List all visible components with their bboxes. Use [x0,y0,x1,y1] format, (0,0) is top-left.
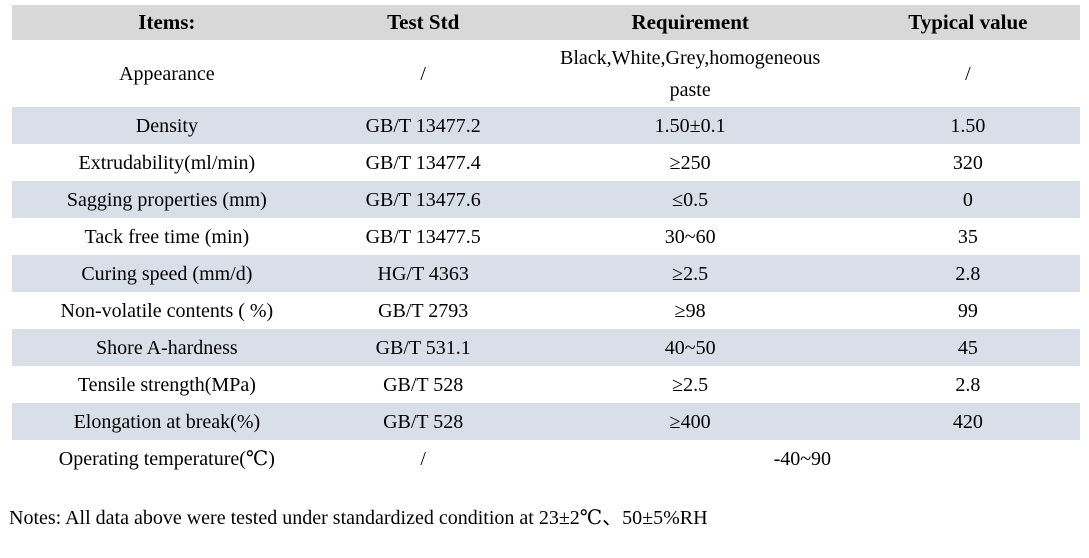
cell-item: Elongation at break(%) [73,410,261,433]
cell-item: Operating temperature(℃) [58,447,275,470]
cell-item: Curing speed (mm/d) [81,262,253,285]
cell-req: 30~60 [664,225,716,248]
table-row: Operating temperature(℃) / -40~90 [12,440,1080,477]
cell-req: ≤0.5 [672,188,709,211]
cell-std: / [420,62,426,85]
cell-std: HG/T 4363 [377,262,469,285]
datasheet-page: Items: Test Std Requirement Typical value A… [0,5,1089,531]
cell-typ: / [965,62,971,85]
cell-req: ≥2.5 [672,262,709,285]
table-row: Appearance / Black,White,Grey,homogeneous … [12,40,1080,107]
cell-typ: 2.8 [955,373,981,396]
table-row: Extrudability(ml/min) GB/T 13477.4 ≥250 320 [12,144,1080,181]
cell-std: GB/T 2793 [378,299,469,322]
cell-item: Shore A-hardness [96,336,238,359]
table-row: Tensile strength(MPa) GB/T 528 ≥2.5 2.8 [12,366,1080,403]
cell-req: ≥98 [674,299,706,322]
column-header-typical-value: Typical value [908,9,1028,34]
cell-req: ≥400 [669,410,711,433]
cell-req: ≥250 [669,151,711,174]
cell-item: Tack free time (min) [84,225,250,248]
cell-std: GB/T 13477.5 [365,225,481,248]
cell-item: Appearance [119,62,215,85]
cell-req: 1.50±0.1 [654,114,726,137]
cell-std: / [420,447,426,470]
table-body: Appearance / Black,White,Grey,homogeneous … [12,40,1080,477]
table-row: Density GB/T 13477.2 1.50±0.1 1.50 [12,107,1080,144]
cell-std: GB/T 13477.6 [365,188,481,211]
table-row: Curing speed (mm/d) HG/T 4363 ≥2.5 2.8 [12,255,1080,292]
spec-table: Items: Test Std Requirement Typical value A… [12,5,1080,477]
cell-item: Extrudability(ml/min) [78,151,256,174]
cell-typ: 2.8 [955,262,981,285]
cell-typ: 0 [962,188,973,211]
cell-item: Sagging properties (mm) [66,188,267,211]
column-header-requirement: Requirement [631,9,749,34]
cell-item: Density [135,114,198,137]
cell-req: 40~50 [664,336,716,359]
cell-typ: 1.50 [950,114,986,137]
cell-std: GB/T 13477.2 [365,114,481,137]
cell-typ: 320 [952,151,983,174]
cell-req: Black,White,Grey,homogeneous paste [560,46,821,101]
cell-typ: 420 [952,410,983,433]
cell-typ: 45 [957,336,978,359]
cell-item: Tensile strength(MPa) [77,373,256,396]
cell-std: GB/T 528 [383,410,464,433]
table-row: Sagging properties (mm) GB/T 13477.6 ≤0.5 0 [12,181,1080,218]
cell-std: GB/T 13477.4 [365,151,481,174]
cell-typ: 99 [957,299,978,322]
cell-std: GB/T 528 [383,373,464,396]
cell-item: Non-volatile contents ( %) [60,299,274,322]
column-header-items: Items: [138,9,196,34]
table-row: Shore A-hardness GB/T 531.1 40~50 45 [12,329,1080,366]
table-row: Elongation at break(%) GB/T 528 ≥400 420 [12,403,1080,440]
table-row: Non-volatile contents ( %) GB/T 2793 ≥98 99 [12,292,1080,329]
cell-typ: 35 [957,225,978,248]
column-header-test-std: Test Std [387,9,460,34]
notes-text: Notes: All data above were tested under … [9,507,708,529]
table-row: Tack free time (min) GB/T 13477.5 30~60 35 [12,218,1080,255]
table-header-row: Items: Test Std Requirement Typical value [12,5,1080,40]
cell-req: -40~90 [773,447,832,470]
cell-req: ≥2.5 [672,373,709,396]
cell-std: GB/T 531.1 [375,336,471,359]
